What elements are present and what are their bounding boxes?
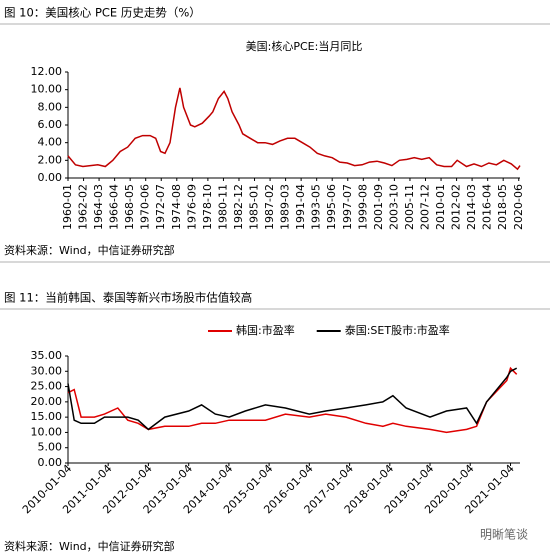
x-tick-label: 1962-02 <box>77 184 90 230</box>
x-tick-label: 1970-06 <box>139 184 152 230</box>
x-tick-label: 1966-04 <box>108 184 121 230</box>
source: 资料来源：Wind，中信证券研究部 <box>4 243 175 257</box>
caption: 图 10：美国核心 PCE 历史走势（%） <box>4 6 201 20</box>
x-tick-label: 1985-01 <box>248 184 261 230</box>
x-tick-label: 1989-03 <box>279 184 292 230</box>
watermark: 明晰笔谈 <box>480 527 528 542</box>
y-tick-label: 5.00 <box>38 441 63 454</box>
y-tick-label: 25.00 <box>31 380 63 393</box>
x-tick-label: 1997-07 <box>341 184 354 230</box>
legend-label: 泰国:SET股市:市盈率 <box>345 323 450 337</box>
x-tick-label: 1978-10 <box>201 184 214 230</box>
y-tick-label: 0.00 <box>38 456 63 469</box>
legend-label: 韩国:市盈率 <box>236 323 295 337</box>
y-tick-label: 10.00 <box>31 83 63 96</box>
x-tick-label: 1968-05 <box>123 184 136 230</box>
y-tick-label: 2.00 <box>38 153 63 166</box>
chart-title: 美国:核心PCE:当月同比 <box>246 39 363 53</box>
x-tick-label: 1980-11 <box>216 184 229 230</box>
caption: 图 11：当前韩国、泰国等新兴市场股市估值较高 <box>4 291 252 305</box>
x-tick-label: 2012-02 <box>450 184 463 230</box>
x-tick-label: 1995-06 <box>325 184 338 230</box>
x-tick-label: 2001-09 <box>372 184 385 230</box>
x-tick-label: 1964-03 <box>92 184 105 230</box>
y-tick-label: 8.00 <box>38 100 63 113</box>
x-tick-label: 1982-12 <box>232 184 245 230</box>
x-tick-label: 2010-01 <box>434 184 447 230</box>
x-tick-label: 1960-01 <box>61 184 74 230</box>
y-tick-label: 4.00 <box>38 136 63 149</box>
x-tick-label: 2018-05 <box>496 184 509 230</box>
y-tick-label: 12.00 <box>31 65 63 78</box>
x-tick-label: 2016-04 <box>481 184 494 230</box>
x-tick-label: 2014-03 <box>465 184 478 230</box>
line-series <box>67 366 518 434</box>
line-series <box>67 367 518 431</box>
line-series <box>67 87 521 171</box>
y-tick-label: 20.00 <box>31 395 63 408</box>
x-tick-label: 2003-10 <box>387 184 400 230</box>
x-tick-label: 1972-07 <box>154 184 167 230</box>
y-tick-label: 10.00 <box>31 425 63 438</box>
y-tick-label: 0.00 <box>38 171 63 184</box>
x-tick-label: 1991-04 <box>294 184 307 230</box>
source: 资料来源：Wind，中信证券研究部 <box>4 539 175 553</box>
x-tick-label: 1999-08 <box>356 184 369 230</box>
x-tick-label: 2020-06 <box>512 184 525 230</box>
y-tick-label: 35.00 <box>31 349 63 362</box>
x-tick-label: 1993-05 <box>310 184 323 230</box>
x-tick-label: 1976-09 <box>185 184 198 230</box>
x-tick-label: 2005-11 <box>403 184 416 230</box>
x-tick-label: 1974-08 <box>170 184 183 230</box>
x-tick-label: 1987-02 <box>263 184 276 230</box>
y-tick-label: 6.00 <box>38 118 63 131</box>
y-tick-label: 30.00 <box>31 364 63 377</box>
y-tick-label: 15.00 <box>31 410 63 423</box>
x-tick-label: 2007-12 <box>418 184 431 230</box>
